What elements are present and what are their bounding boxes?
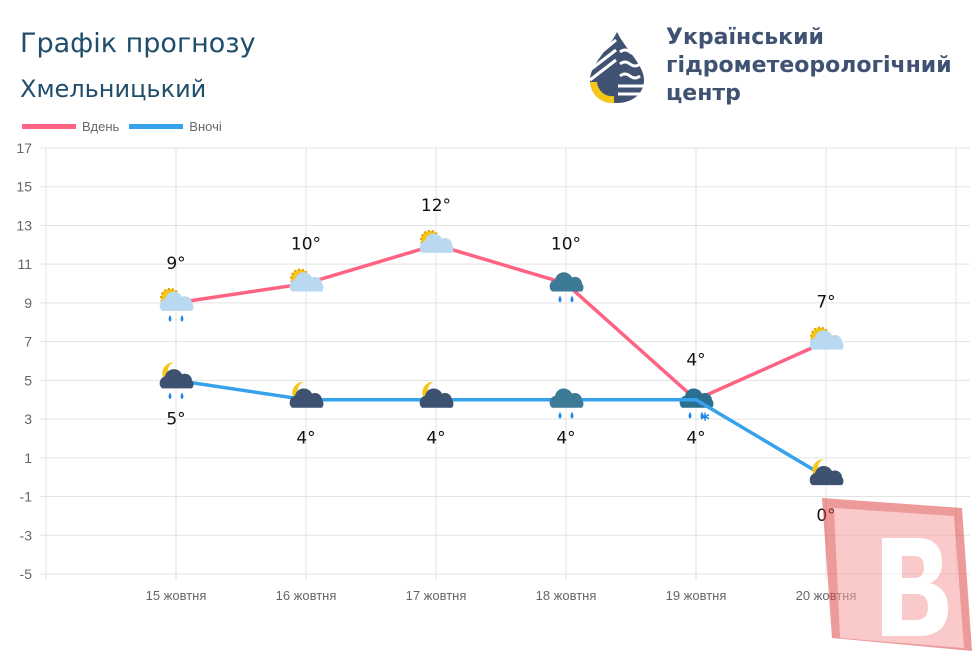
- legend-item-night[interactable]: Вночі: [129, 119, 222, 134]
- moon-cloud-rain-icon: [159, 362, 194, 400]
- x-tick-label: 19 жовтня: [666, 588, 727, 603]
- y-tick-label: 9: [24, 295, 32, 311]
- cloud-shape: [159, 291, 194, 311]
- data-label: 4°: [426, 429, 445, 449]
- org-line: гідрометеорологічний: [666, 53, 952, 78]
- legend-label: Вночі: [189, 119, 222, 134]
- data-label: 10°: [551, 235, 581, 255]
- x-tick-label: 16 жовтня: [276, 588, 337, 603]
- data-label: 4°: [686, 351, 705, 371]
- cloud-shape: [419, 388, 454, 408]
- y-tick-label: 1: [24, 450, 32, 466]
- series-line-day: [175, 242, 827, 402]
- x-tick-label: 17 жовтня: [406, 588, 467, 603]
- raindrop-shape: [168, 392, 184, 400]
- legend-swatch: [22, 124, 76, 129]
- data-label: 7°: [816, 293, 835, 313]
- y-tick-label: -1: [20, 489, 33, 505]
- sun-cloud-rain-icon: [159, 287, 194, 322]
- legend-label: Вдень: [82, 119, 120, 134]
- legend-item-day[interactable]: Вдень: [22, 119, 119, 134]
- y-tick-label: 3: [24, 411, 32, 427]
- cloud-rain-icon: [549, 388, 584, 419]
- data-label: 4°: [556, 429, 575, 449]
- page-title: Графік прогнозу: [20, 28, 256, 59]
- snowflake-shape: [700, 412, 710, 421]
- y-tick-label: 11: [17, 256, 32, 272]
- y-tick-label: 15: [16, 179, 32, 195]
- data-label: 9°: [166, 254, 185, 274]
- data-label: 10°: [291, 235, 321, 255]
- cloud-shape: [159, 369, 194, 389]
- y-tick-label: 7: [24, 334, 32, 350]
- raindrop-shape: [168, 314, 184, 322]
- moon-cloud-icon: [289, 381, 324, 408]
- raindrop-shape: [558, 295, 574, 303]
- y-tick-label: -3: [20, 527, 33, 543]
- moon-cloud-icon: [419, 381, 454, 408]
- cloud-shape: [419, 233, 454, 253]
- cloud-shape: [549, 388, 584, 408]
- org-line: центр: [666, 81, 741, 106]
- x-tick-label: 18 жовтня: [536, 588, 597, 603]
- sun-cloud-icon: [419, 229, 454, 253]
- data-label: 4°: [686, 429, 705, 449]
- sun-cloud-icon: [289, 268, 324, 292]
- sun-cloud-icon: [809, 326, 844, 350]
- moon-cloud-icon: [809, 459, 844, 486]
- org-name: Український гідрометеорологічний центр: [666, 24, 952, 108]
- cloud-shape: [809, 330, 844, 350]
- y-tick-label: 13: [16, 217, 32, 233]
- legend-swatch: [129, 124, 184, 129]
- logo-icon: [589, 32, 644, 104]
- cloud-shape: [549, 272, 584, 292]
- series-line-night: [175, 378, 827, 479]
- data-point: [694, 397, 698, 402]
- y-tick-label: 5: [24, 372, 32, 388]
- cloud-rain-icon: [549, 272, 584, 303]
- data-label: 12°: [421, 196, 451, 216]
- raindrop-shape: [558, 411, 574, 419]
- city-name: Хмельницький: [20, 75, 207, 103]
- data-label: 5°: [166, 409, 185, 429]
- watermark-logo: [822, 498, 972, 651]
- cloud-shape: [809, 465, 844, 486]
- cloud-shape: [289, 272, 324, 292]
- y-tick-label: -5: [20, 566, 33, 582]
- data-label: 4°: [296, 429, 315, 449]
- cloud-shape: [289, 388, 324, 408]
- org-line: Український: [666, 25, 824, 50]
- y-tick-label: 17: [16, 140, 32, 156]
- legend: Вдень Вночі: [22, 119, 232, 134]
- x-tick-label: 15 жовтня: [146, 588, 207, 603]
